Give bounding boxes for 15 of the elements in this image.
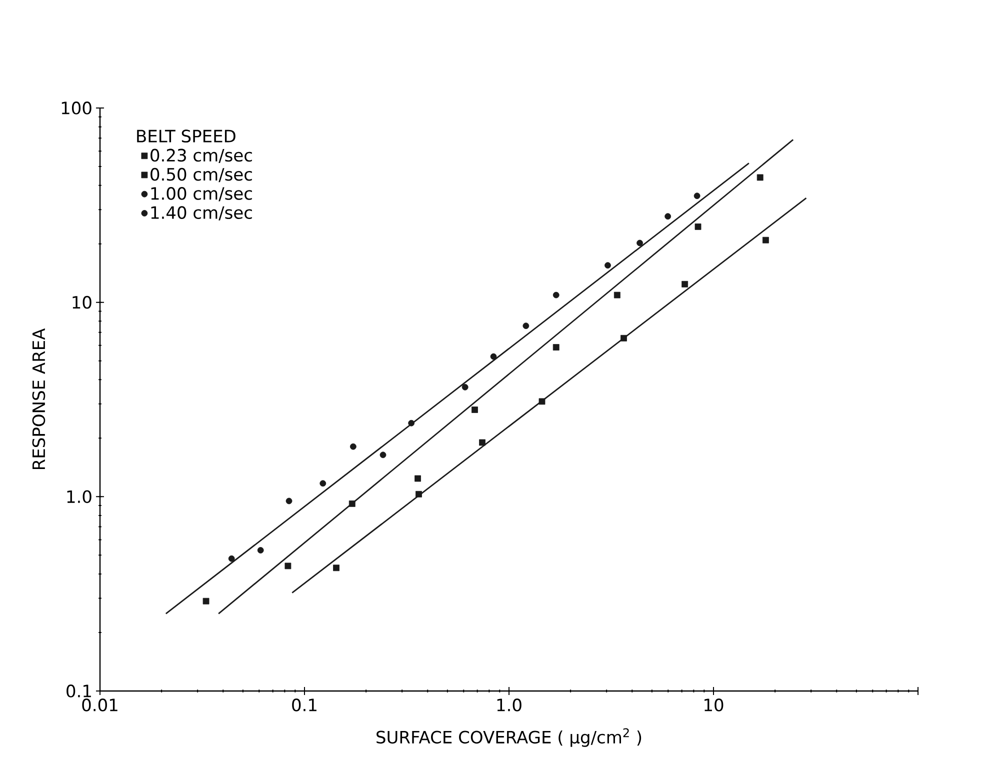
legend-label: 0.50 cm/sec xyxy=(150,168,252,182)
y-tick-label: 0.1 xyxy=(66,684,91,698)
x-tick-label: 0.01 xyxy=(82,698,118,712)
x-tick-label: 10 xyxy=(704,698,724,712)
x-axis-title: SURFACE COVERAGE ( μg/cm$^{2}$ ) xyxy=(376,728,642,747)
legend-label: 1.00 cm/sec xyxy=(151,187,252,202)
legend-label: 1.40 cm/sec xyxy=(151,206,252,220)
y-tick-label: 10 xyxy=(72,296,92,309)
x-tick-label: 0.1 xyxy=(292,698,316,712)
legend-label: 0.23 cm/sec xyxy=(150,148,252,163)
y-tick-label: 100 xyxy=(62,102,92,114)
x-tick-label: 1.0 xyxy=(497,698,522,712)
y-tick-label: 1.0 xyxy=(67,490,92,504)
legend-title: BELT SPEED xyxy=(137,130,236,143)
y-axis-title: RESPONSE AREA xyxy=(32,328,46,470)
